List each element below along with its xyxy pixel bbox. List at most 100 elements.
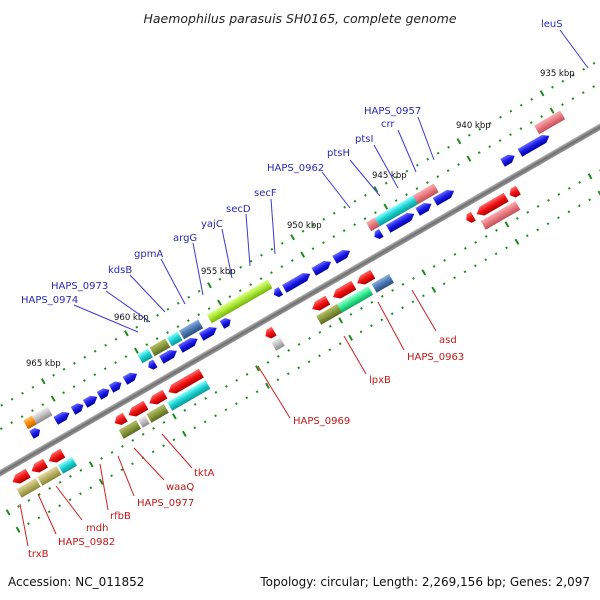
- cds-upper-6[interactable]: [122, 370, 140, 385]
- cds-lower-0[interactable]: [10, 468, 31, 487]
- gene-label-tktA[interactable]: tktA: [194, 468, 215, 479]
- gene-label-leuS[interactable]: leuS: [541, 19, 563, 30]
- gene-label-argG[interactable]: argG: [173, 233, 197, 244]
- gene-label-HAPS_0977[interactable]: HAPS_0977: [137, 498, 194, 509]
- leader-HAPS_0982: [37, 493, 57, 535]
- gene-label-trxB[interactable]: trxB: [28, 549, 49, 560]
- tick-dot-inner-top: [62, 391, 65, 394]
- kbp-label-950: 950 kbp: [287, 221, 322, 231]
- cds-lower-5[interactable]: [147, 389, 168, 408]
- cds-lower-10[interactable]: [355, 269, 376, 288]
- gene-label-mdh[interactable]: mdh: [86, 523, 108, 534]
- cds-lower-12[interactable]: [474, 192, 509, 219]
- gene-upper-5[interactable]: [179, 319, 204, 340]
- cds-lower-6[interactable]: [166, 368, 204, 397]
- cds-upper-14[interactable]: [311, 258, 334, 276]
- gene-lower-9[interactable]: [336, 286, 374, 313]
- tick-dot-bottom: [162, 444, 165, 448]
- tick-dot-top: [114, 337, 118, 341]
- cds-upper-5[interactable]: [108, 379, 124, 393]
- cds-lower-9[interactable]: [330, 280, 357, 302]
- gene-lower-8[interactable]: [316, 303, 344, 325]
- gene-upper-8[interactable]: [374, 200, 410, 227]
- cds-upper-20[interactable]: [500, 152, 517, 167]
- gene-label-rfbB[interactable]: rfbB: [110, 511, 131, 522]
- cds-lower-11[interactable]: [464, 211, 476, 225]
- gene-upper-11[interactable]: [534, 110, 566, 135]
- gene-label-HAPS_0974[interactable]: HAPS_0974: [21, 295, 78, 306]
- cds-lower-8[interactable]: [310, 295, 331, 314]
- tick-dot-top: [343, 205, 346, 209]
- tick-dot-top: [322, 217, 326, 221]
- gene-upper-7[interactable]: [366, 217, 380, 232]
- gene-upper-0[interactable]: [23, 415, 37, 430]
- gene-label-ptsH[interactable]: ptsH: [327, 148, 350, 159]
- gene-upper-6[interactable]: [206, 279, 273, 324]
- cds-upper-12[interactable]: [272, 286, 284, 299]
- gene-label-crr[interactable]: crr: [381, 119, 395, 130]
- tick-dot-bottom: [588, 198, 592, 202]
- cds-upper-17[interactable]: [385, 210, 416, 233]
- cds-upper-8[interactable]: [159, 347, 179, 364]
- gene-label-yajC[interactable]: yajC: [201, 219, 223, 230]
- gene-label-ptsI[interactable]: ptsI: [355, 134, 373, 145]
- cds-upper-11[interactable]: [219, 316, 233, 329]
- gene-label-HAPS_0982[interactable]: HAPS_0982: [58, 537, 115, 548]
- cds-upper-2[interactable]: [70, 401, 86, 415]
- tick-dot-inner-bottom: [110, 451, 114, 454]
- tick-dot-inner-top: [540, 115, 544, 118]
- gene-upper-3[interactable]: [149, 338, 171, 357]
- cds-lower-4[interactable]: [126, 400, 149, 420]
- gene-label-secF[interactable]: secF: [254, 188, 277, 199]
- gene-lower-3[interactable]: [118, 420, 142, 439]
- gene-upper-4[interactable]: [166, 331, 183, 347]
- gene-label-kdsB[interactable]: kdsB: [108, 265, 132, 276]
- gene-label-HAPS_0963[interactable]: HAPS_0963: [407, 352, 464, 363]
- tick-dot-bottom: [172, 438, 176, 442]
- gene-lower-6[interactable]: [167, 380, 211, 411]
- gene-upper-2[interactable]: [137, 348, 153, 364]
- cds-upper-3[interactable]: [82, 393, 100, 408]
- cds-upper-4[interactable]: [96, 386, 112, 400]
- cds-upper-18[interactable]: [415, 200, 433, 216]
- cds-upper-16[interactable]: [372, 228, 384, 241]
- gene-lower-7[interactable]: [271, 337, 285, 351]
- cds-upper-15[interactable]: [332, 247, 352, 264]
- gene-label-HAPS_0973[interactable]: HAPS_0973: [51, 281, 108, 292]
- gene-lower-2[interactable]: [58, 457, 77, 474]
- cds-upper-21[interactable]: [517, 132, 552, 157]
- gene-label-secD[interactable]: secD: [226, 204, 251, 215]
- cds-lower-3[interactable]: [112, 412, 128, 428]
- gene-lower-5[interactable]: [146, 404, 169, 423]
- tick-dot-bottom: [370, 324, 373, 328]
- gene-label-HAPS_0957[interactable]: HAPS_0957: [364, 106, 421, 117]
- cds-upper-0[interactable]: [29, 426, 42, 439]
- cds-lower-7[interactable]: [263, 326, 277, 341]
- gene-lower-1[interactable]: [37, 466, 62, 486]
- gene-lower-10[interactable]: [371, 274, 394, 293]
- gene-label-HAPS_0969[interactable]: HAPS_0969: [293, 416, 350, 427]
- cds-upper-19[interactable]: [432, 187, 457, 206]
- cds-lower-1[interactable]: [29, 458, 48, 476]
- gene-label-asd[interactable]: asd: [439, 335, 457, 346]
- gene-lower-0[interactable]: [16, 478, 41, 498]
- gene-upper-1[interactable]: [31, 406, 53, 425]
- tick-dot-inner-bottom: [48, 487, 52, 490]
- cds-upper-1[interactable]: [53, 409, 71, 425]
- leader-ptsI: [373, 144, 399, 189]
- gene-label-waaQ[interactable]: waaQ: [166, 482, 194, 493]
- cds-upper-7[interactable]: [146, 359, 158, 371]
- gene-label-HAPS_0962[interactable]: HAPS_0962: [267, 163, 324, 174]
- gene-label-gpmA[interactable]: gpmA: [134, 249, 163, 260]
- cds-upper-9[interactable]: [178, 335, 200, 353]
- leader-lpxB: [343, 335, 367, 375]
- cds-upper-10[interactable]: [198, 324, 219, 341]
- gene-upper-10[interactable]: [412, 183, 439, 205]
- gene-label-lpxB[interactable]: lpxB: [369, 375, 391, 386]
- gene-lower-4[interactable]: [137, 415, 150, 428]
- cds-lower-2[interactable]: [46, 448, 66, 466]
- tick-dot-top: [582, 67, 586, 71]
- gene-lower-11[interactable]: [480, 201, 521, 230]
- cds-lower-13[interactable]: [507, 185, 521, 200]
- cds-upper-13[interactable]: [282, 270, 312, 293]
